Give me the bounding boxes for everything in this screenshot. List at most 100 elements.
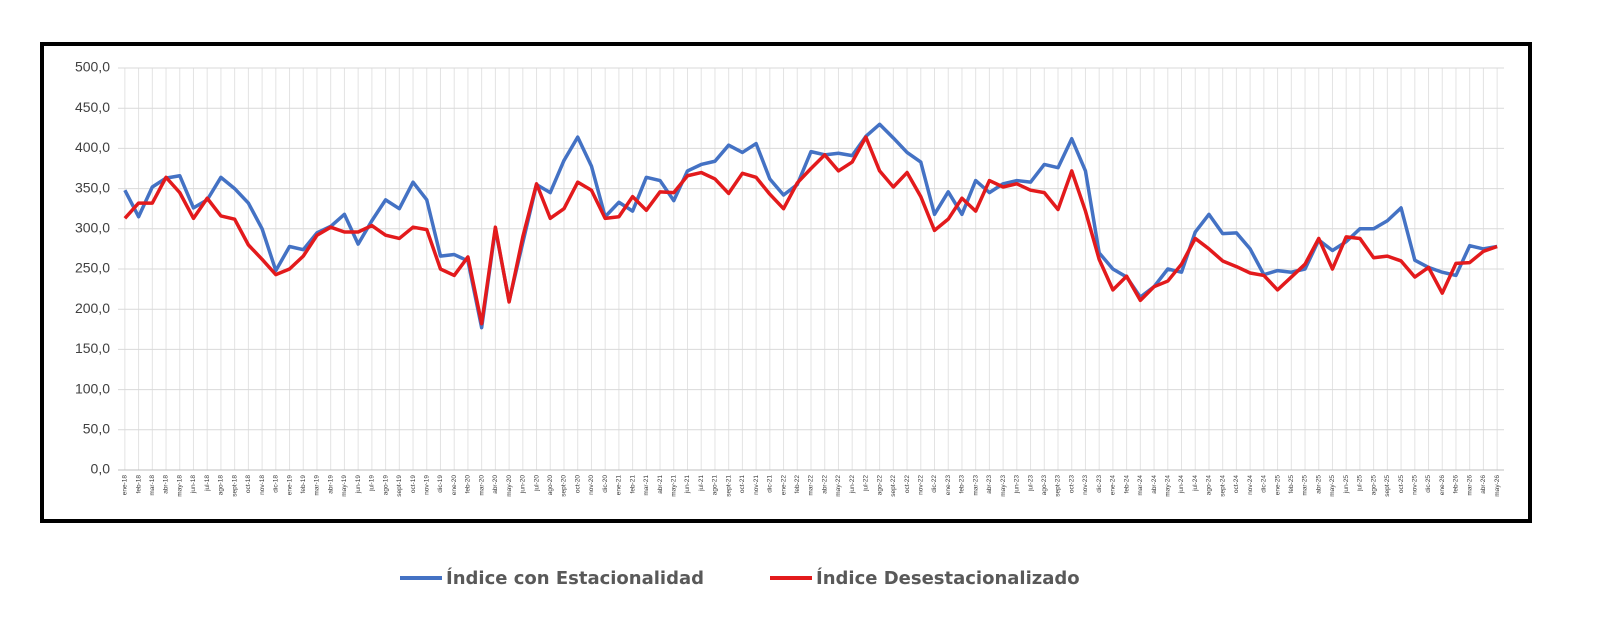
x-tick-label: oct-19 [410,475,417,493]
x-tick-label: nov-19 [423,475,430,495]
x-tick-label: mar-24 [1137,475,1144,496]
x-tick-label: dic-25 [1425,475,1432,493]
x-tick-label: abr-21 [657,475,664,494]
y-tick-label: 50,0 [83,421,110,437]
x-tick-label: abr-18 [163,475,170,494]
x-tick-label: mar-25 [1302,475,1309,496]
legend-label: Índice con Estacionalidad [446,567,704,589]
series-line [123,135,1498,326]
x-tick-label: oct-25 [1398,475,1405,493]
x-tick-label: ago-23 [1041,475,1048,496]
chart-frame [40,42,1532,523]
x-tick-label: ene-23 [945,475,952,496]
x-tick-label: may-19 [341,475,348,497]
x-tick-label: feb-26 [1453,475,1460,494]
x-tick-label: mar-21 [643,475,650,496]
x-tick-label: dic-21 [767,475,774,493]
x-tick-label: mar-18 [149,475,156,496]
x-tick-label: ene-19 [286,475,293,496]
x-tick-label: ago-22 [876,475,883,496]
x-tick-label: ago-18 [218,475,225,496]
x-tick-label: jul-23 [1027,475,1034,492]
x-tick-label: abr-19 [327,475,334,494]
y-tick-label: 500,0 [75,59,110,75]
x-tick-label: feb-24 [1123,475,1130,494]
x-tick-label: may-26 [1494,475,1501,497]
x-tick-label: ene-24 [1110,475,1117,496]
x-tick-label: dic-22 [931,475,938,493]
x-tick-label: dic-24 [1261,475,1268,493]
x-tick-label: jun-25 [1343,475,1350,494]
x-tick-label: ago-25 [1370,475,1377,496]
x-tick-label: jul-25 [1357,475,1364,492]
x-tick-label: oct-23 [1068,475,1075,493]
x-tick-label: dic-20 [602,475,609,493]
x-tick-label: nov-18 [259,475,266,495]
x-tick-label: jun-24 [1178,475,1185,494]
y-tick-label: 400,0 [75,139,110,155]
x-tick-label: dic-18 [273,475,280,493]
x-tick-label: nov-24 [1247,475,1254,495]
x-tick-label: nov-23 [1082,475,1089,495]
x-tick-label: sept-22 [890,475,897,497]
x-tick-label: oct-21 [739,475,746,493]
x-tick-label: mar-20 [478,475,485,496]
x-tick-label: may-24 [1165,475,1172,497]
x-tick-label: oct-18 [245,475,252,493]
x-tick-label: ago-24 [1206,475,1213,496]
x-tick-label: sept-24 [1219,475,1226,497]
x-tick-label: jun-20 [520,475,527,494]
y-tick-label: 0,0 [91,461,111,477]
x-tick-label: jul-22 [863,475,870,492]
x-tick-label: nov-21 [753,475,760,495]
x-tick-label: may-21 [670,475,677,497]
series-line [123,122,1498,330]
x-tick-label: nov-20 [588,475,595,495]
x-tick-label: ago-20 [547,475,554,496]
x-tick-label: sept-23 [1055,475,1062,497]
x-tick-label: jul-20 [533,475,540,492]
x-tick-label: may-18 [176,475,183,497]
x-tick-label: ene-22 [780,475,787,496]
x-tick-label: nov-22 [918,475,925,495]
x-tick-label: may-25 [1329,475,1336,497]
x-tick-label: feb-23 [959,475,966,494]
legend-label: Índice Desestacionalizado [816,567,1080,589]
x-tick-label: feb-19 [300,475,307,494]
x-tick-label: jul-24 [1192,475,1199,492]
x-tick-label: mar-22 [808,475,815,496]
x-tick-label: abr-24 [1151,475,1158,494]
x-tick-label: ago-19 [382,475,389,496]
x-tick-label: jun-22 [849,475,856,494]
x-tick-label: oct-20 [574,475,581,493]
x-tick-label: may-20 [506,475,513,497]
x-tick-label: may-23 [1000,475,1007,497]
x-tick-label: feb-21 [629,475,636,494]
x-tick-label: ene-21 [616,475,623,496]
x-tick-label: sept-20 [561,475,568,497]
x-tick-label: ene-26 [1439,475,1446,496]
x-tick-label: ago-21 [712,475,719,496]
x-tick-label: dic-23 [1096,475,1103,493]
y-tick-label: 450,0 [75,99,110,115]
x-tick-label: abr-22 [821,475,828,494]
x-tick-label: oct-22 [904,475,911,493]
x-tick-label: feb-20 [465,475,472,494]
x-tick-label: mar-26 [1466,475,1473,496]
x-tick-label: may-22 [835,475,842,497]
x-tick-label: jun-18 [190,475,197,494]
x-tick-label: jul-21 [698,475,705,492]
x-tick-label: sept-19 [396,475,403,497]
x-tick-label: ene-18 [122,475,129,496]
x-tick-label: sept-25 [1384,475,1391,497]
x-tick-label: abr-23 [986,475,993,494]
x-tick-label: abr-25 [1315,475,1322,494]
y-tick-label: 150,0 [75,340,110,356]
x-tick-label: sept-21 [725,475,732,497]
x-tick-label: abr-20 [492,475,499,494]
x-tick-label: sept-18 [231,475,238,497]
x-tick-label: mar-23 [972,475,979,496]
x-tick-label: mar-19 [314,475,321,496]
